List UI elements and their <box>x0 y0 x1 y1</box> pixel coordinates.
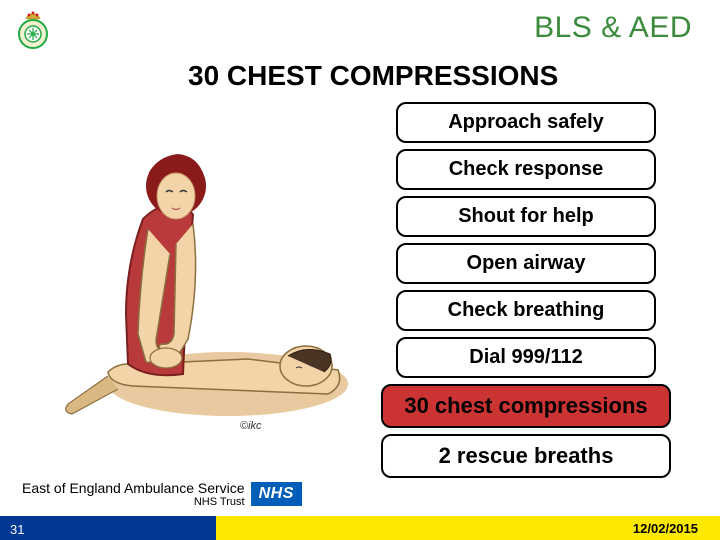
section-heading: 30 CHEST COMPRESSIONS <box>188 60 720 92</box>
slide-date: 12/02/2015 <box>633 521 698 536</box>
slide-number: 31 <box>10 522 24 537</box>
illustration-credit: ©ikc <box>240 420 262 432</box>
org-name: East of England Ambulance Service <box>22 481 245 496</box>
cpr-illustration <box>48 104 348 434</box>
step-3: Open airway <box>396 243 656 284</box>
page-title: BLS & AED <box>534 11 692 45</box>
org-subtitle: NHS Trust <box>22 496 245 508</box>
org-block: East of England Ambulance Service NHS Tr… <box>22 481 302 508</box>
nhs-logo: NHS <box>251 482 302 506</box>
step-6: 30 chest compressions <box>381 384 671 428</box>
step-2: Shout for help <box>396 196 656 237</box>
step-5: Dial 999/112 <box>396 337 656 378</box>
step-7: 2 rescue breaths <box>381 434 671 478</box>
steps-list: Approach safely Check response Shout for h… <box>356 102 696 478</box>
step-1: Check response <box>396 149 656 190</box>
crest-logo <box>12 6 54 50</box>
footer-bar: 12/02/2015 31 <box>0 516 720 540</box>
step-4: Check breathing <box>396 290 656 331</box>
step-0: Approach safely <box>396 102 656 143</box>
